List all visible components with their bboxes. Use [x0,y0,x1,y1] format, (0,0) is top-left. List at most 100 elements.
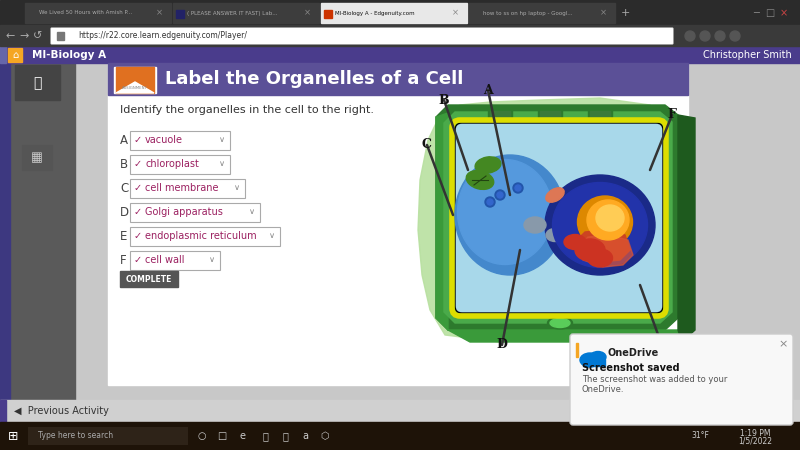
Bar [0,63,75,400]
Text: ∨: ∨ [209,256,215,265]
Text: A: A [483,84,493,96]
Bar [8,48,22,62]
Circle shape [497,192,503,198]
Text: ⬡: ⬡ [321,431,330,441]
Bar [114,67,156,93]
Bar [538,110,562,120]
Polygon shape [436,105,678,330]
Text: B: B [438,94,450,107]
Bar [540,111,560,119]
Ellipse shape [580,353,600,367]
Text: vacuole: vacuole [145,135,183,145]
FancyBboxPatch shape [570,334,793,425]
Bar [0,0,800,25]
Text: chloroplast: chloroplast [145,159,199,169]
Bar [0,400,800,422]
Text: ∨: ∨ [269,231,275,240]
Text: ×: × [155,9,162,18]
Polygon shape [418,98,690,342]
Ellipse shape [587,249,613,267]
Circle shape [715,31,725,41]
Ellipse shape [455,155,565,275]
Text: D: D [497,338,507,351]
Bar [57,32,64,40]
Circle shape [515,185,521,191]
Text: D: D [120,206,129,219]
Bar [15,65,60,100]
Text: ∨: ∨ [249,207,255,216]
Bar [469,3,615,23]
Text: ×: × [303,9,310,18]
Bar [120,271,178,287]
FancyBboxPatch shape [130,179,245,198]
Text: ×: × [451,9,458,18]
Bar [0,400,6,422]
FancyBboxPatch shape [455,123,663,313]
Bar [22,145,52,170]
Text: ∨: ∨ [219,135,225,144]
Bar [2,425,24,447]
Bar [0,63,800,422]
Ellipse shape [524,217,546,233]
Text: MI-Biology A - Edgenuity.com: MI-Biology A - Edgenuity.com [335,10,414,15]
Text: how to ss on hp laptop - Googl...: how to ss on hp laptop - Googl... [483,10,573,15]
Text: ✓: ✓ [134,159,142,169]
Circle shape [487,199,493,205]
Text: ✓: ✓ [134,207,142,217]
Text: Identify the organelles in the cell to the right.: Identify the organelles in the cell to t… [120,105,374,115]
Text: https://r22.core.learn.edgenuity.com/Player/: https://r22.core.learn.edgenuity.com/Pla… [78,32,247,40]
Text: ×: × [780,8,788,18]
Text: ✓: ✓ [134,255,142,265]
Ellipse shape [596,205,624,231]
FancyBboxPatch shape [130,251,220,270]
Bar [173,3,319,23]
Text: ×: × [778,339,788,349]
Text: Label the Organelles of a Cell: Label the Organelles of a Cell [165,70,463,88]
Text: C: C [422,139,432,152]
Bar [108,63,688,95]
Bar [576,343,578,357]
Text: 📘: 📘 [282,431,288,441]
Bar [114,67,156,93]
Ellipse shape [458,159,553,265]
Text: We Lived 50 Hours with Amish P...: We Lived 50 Hours with Amish P... [39,10,132,15]
Text: →: → [19,31,29,41]
Text: e: e [239,431,245,441]
Ellipse shape [587,200,629,240]
Text: 1/5/2022: 1/5/2022 [738,436,772,446]
Text: cell membrane: cell membrane [145,183,218,193]
Circle shape [513,183,523,193]
Text: ( PLEASE ANSWER IT FAST) Lab...: ( PLEASE ANSWER IT FAST) Lab... [187,10,278,15]
Ellipse shape [475,157,501,173]
Polygon shape [678,115,695,342]
Circle shape [730,31,740,41]
Ellipse shape [466,171,494,189]
Circle shape [700,31,710,41]
Bar [0,25,800,46]
Text: 1:19 PM: 1:19 PM [740,428,770,437]
Bar [0,422,800,450]
Ellipse shape [575,239,605,261]
FancyBboxPatch shape [130,155,230,174]
Polygon shape [444,112,672,323]
Ellipse shape [546,188,564,202]
Text: ✓: ✓ [134,231,142,241]
Bar [588,110,612,120]
Text: ○: ○ [198,431,206,441]
Ellipse shape [547,317,573,329]
Bar [321,3,467,23]
Text: A: A [120,134,128,147]
Bar [590,111,610,119]
Text: E: E [120,230,127,243]
Text: □: □ [766,8,774,18]
Text: ⊞: ⊞ [8,429,18,442]
Text: E: E [655,333,665,346]
Text: OneDrive: OneDrive [608,348,659,358]
Bar [108,63,688,385]
Text: +: + [620,8,630,18]
Text: ASSIGNMENT: ASSIGNMENT [122,86,148,90]
Polygon shape [116,82,154,93]
Text: 📁: 📁 [262,431,268,441]
FancyBboxPatch shape [130,227,280,246]
Text: Type here to search: Type here to search [38,432,113,441]
